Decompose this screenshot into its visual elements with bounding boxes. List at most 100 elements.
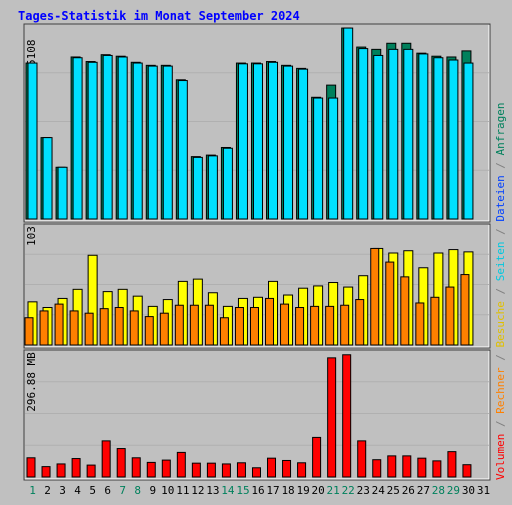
x-tick-label-day-8: 8 <box>134 484 141 497</box>
volumen-bar-day-18 <box>282 459 292 478</box>
x-tick-label-day-30: 30 <box>462 484 475 497</box>
x-tick-label-day-11: 11 <box>176 484 189 497</box>
rechner-bar-day-15 <box>234 307 244 346</box>
x-tick-label-day-22: 22 <box>342 484 355 497</box>
dateien-bar-day-7 <box>117 56 128 220</box>
bottom-panel-ymax-label: 296.88 MB <box>25 352 38 412</box>
volumen-bar-day-16 <box>251 467 261 478</box>
rechner-bar-day-27 <box>415 302 425 346</box>
dateien-bar-day-26 <box>403 48 414 220</box>
dateien-bar-day-12 <box>192 156 203 220</box>
x-tick-label-day-18: 18 <box>281 484 294 497</box>
volumen-bar-day-1 <box>26 457 36 478</box>
legend-sep-5: / <box>494 155 507 168</box>
dateien-bar-day-28 <box>433 57 444 220</box>
volumen-bar-day-2 <box>41 466 51 478</box>
legend-rechner: Rechner <box>494 367 507 414</box>
rechner-bar-day-17 <box>265 297 275 346</box>
volumen-bar-day-30 <box>462 464 472 478</box>
rechner-bar-day-9 <box>144 316 154 346</box>
rechner-bar-day-24 <box>370 247 380 346</box>
rechner-bar-day-5 <box>84 312 94 346</box>
rechner-bar-day-21 <box>325 305 335 346</box>
volumen-bar-day-5 <box>86 464 96 478</box>
dateien-bar-day-3 <box>57 166 68 220</box>
dateien-bar-day-29 <box>448 59 459 220</box>
volumen-bar-day-23 <box>357 440 367 478</box>
chart-title: Tages-Statistik im Monat September 2024 <box>18 9 300 23</box>
x-tick-label-day-19: 19 <box>296 484 309 497</box>
dateien-bar-day-13 <box>207 155 218 220</box>
x-tick-label-day-6: 6 <box>104 484 111 497</box>
dateien-bar-day-5 <box>87 61 98 220</box>
volumen-bar-day-13 <box>206 462 216 478</box>
x-tick-label-day-20: 20 <box>312 484 325 497</box>
x-tick-label-day-21: 21 <box>327 484 340 497</box>
dateien-bar-day-4 <box>72 57 83 220</box>
bottom-panel-highlight <box>25 351 490 480</box>
volumen-bar-day-24 <box>372 459 382 478</box>
volumen-bar-day-10 <box>161 459 171 478</box>
legend-sep-4: / <box>494 222 507 235</box>
dateien-bar-day-2 <box>42 137 53 220</box>
x-tick-label-day-29: 29 <box>447 484 460 497</box>
dateien-bar-day-18 <box>283 65 294 220</box>
x-tick-label-day-28: 28 <box>432 484 445 497</box>
volumen-bar-day-9 <box>146 461 156 478</box>
x-tick-label-day-7: 7 <box>119 484 126 497</box>
x-tick-label-day-4: 4 <box>74 484 81 497</box>
x-tick-label-day-1: 1 <box>29 484 36 497</box>
x-tick-label-day-16: 16 <box>251 484 264 497</box>
rechner-bar-day-1 <box>24 317 34 346</box>
rechner-bar-day-4 <box>69 310 79 346</box>
dateien-bar-day-11 <box>177 80 188 220</box>
x-tick-label-day-15: 15 <box>236 484 249 497</box>
legend-seiten: Seiten <box>494 242 507 282</box>
rechner-bar-day-20 <box>310 305 320 346</box>
dateien-bar-day-30 <box>463 62 474 220</box>
middle-panel-ymax-label: 103 <box>25 226 38 246</box>
top-panel-highlight <box>25 25 490 222</box>
legend-sep-1: / <box>494 414 507 427</box>
volumen-bar-day-25 <box>387 455 397 478</box>
rechner-bar-day-3 <box>54 303 64 346</box>
x-tick-label-day-2: 2 <box>44 484 51 497</box>
rechner-bar-day-10 <box>159 312 169 346</box>
dateien-bar-day-6 <box>102 54 113 220</box>
volumen-bar-day-26 <box>402 455 412 478</box>
rechner-bar-day-16 <box>249 307 259 346</box>
x-tick-label-day-26: 26 <box>402 484 415 497</box>
volumen-bar-day-29 <box>447 451 457 478</box>
rechner-bar-day-13 <box>204 304 214 346</box>
rechner-bar-day-26 <box>400 276 410 346</box>
x-tick-label-day-31: 31 <box>477 484 490 497</box>
volumen-bar-day-21 <box>327 357 337 478</box>
dateien-bar-day-9 <box>147 65 158 220</box>
legend-anfragen: Anfragen <box>494 102 507 155</box>
x-tick-label-day-14: 14 <box>221 484 235 497</box>
volumen-bar-day-20 <box>312 436 322 478</box>
x-tick-label-day-17: 17 <box>266 484 279 497</box>
x-tick-label-day-23: 23 <box>357 484 370 497</box>
legend-volumen: Volumen <box>494 434 507 480</box>
x-tick-label-day-27: 27 <box>417 484 430 497</box>
volumen-bar-day-17 <box>267 457 277 478</box>
rechner-bar-day-19 <box>295 307 305 346</box>
volumen-bar-day-6 <box>101 440 111 478</box>
rechner-bar-day-23 <box>355 299 365 346</box>
volumen-bar-day-8 <box>131 457 141 478</box>
legend-sep-3: / <box>494 281 507 294</box>
dateien-bar-day-24 <box>373 54 384 220</box>
series-legend: Volumen / Rechner / Besuche / Seiten / D… <box>494 102 507 480</box>
x-tick-label-day-13: 13 <box>206 484 219 497</box>
rechner-bar-day-7 <box>114 307 124 346</box>
volumen-bar-day-12 <box>191 462 201 478</box>
legend-dateien: Dateien <box>494 175 507 221</box>
x-tick-label-day-10: 10 <box>161 484 174 497</box>
volumen-bar-day-3 <box>56 463 66 478</box>
volumen-bar-day-11 <box>176 451 186 478</box>
rechner-bar-day-29 <box>445 286 455 346</box>
dateien-bar-day-8 <box>132 62 143 220</box>
